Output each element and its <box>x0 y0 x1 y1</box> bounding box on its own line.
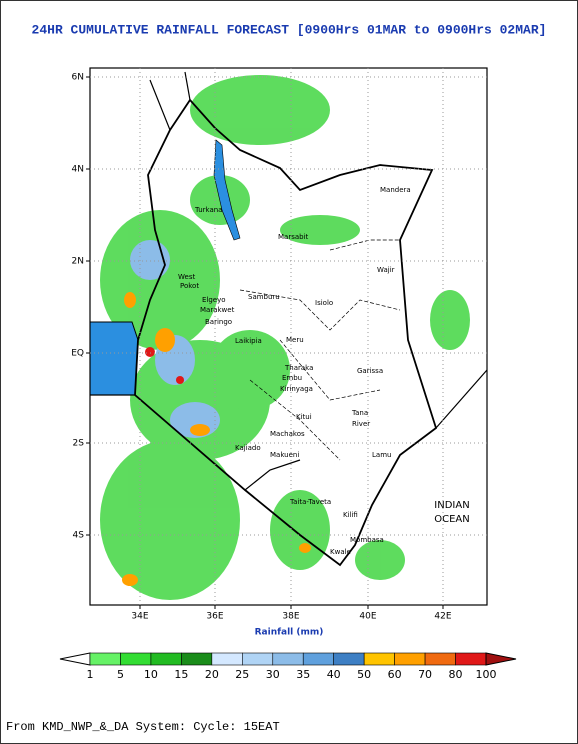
place-label: Isiolo <box>315 299 333 307</box>
place-label: Meru <box>286 336 304 344</box>
place-label: Turkana <box>194 206 222 214</box>
place-label: Kirinyaga <box>280 385 313 393</box>
rain-area <box>124 292 136 308</box>
footer: From KMD_NWP_&_DA System: Cycle: 15EAT <box>6 720 280 734</box>
place-label: Kwale <box>330 548 351 556</box>
rain-area <box>122 574 138 586</box>
colorbar-label: 5 <box>117 668 124 681</box>
colorbar-box <box>150 652 182 666</box>
colorbar: 1 5 10 15 20 25 30 35 40 50 60 70 80 100 <box>59 652 517 681</box>
colorbar-box <box>363 652 395 666</box>
rain-area <box>270 490 330 570</box>
colorbar-label: 30 <box>266 668 280 681</box>
place-label: Elgeyo <box>202 296 226 304</box>
rain-area <box>155 328 175 352</box>
colorbar-label: 15 <box>174 668 188 681</box>
rain-orange <box>122 292 311 586</box>
colorbar-label: 1 <box>87 668 94 681</box>
colorbar-label: 50 <box>357 668 371 681</box>
place-label: Lamu <box>372 451 391 459</box>
rain-area <box>210 330 290 410</box>
colorbar-box <box>333 652 365 666</box>
place-label: Garissa <box>357 367 383 375</box>
place-label: Machakos <box>270 430 305 438</box>
colorbar-label: 25 <box>235 668 249 681</box>
colorbar-box <box>181 652 213 666</box>
colorbar-box <box>242 652 274 666</box>
place-label: Makueni <box>270 451 299 459</box>
lat-label: 4S <box>73 531 85 541</box>
place-label: Marakwet <box>200 306 235 314</box>
county-borders <box>239 239 401 461</box>
colorbar-label: 35 <box>296 668 310 681</box>
title: 24HR CUMULATIVE RAINFALL FORECAST [0900H… <box>32 22 547 37</box>
place-label: West <box>178 273 195 281</box>
lat-label: 6N <box>72 73 84 83</box>
map-frame <box>89 67 488 606</box>
rain-red <box>145 347 184 384</box>
colorbar-box <box>424 652 456 666</box>
place-label: Taita-Taveta <box>289 498 331 506</box>
rain-area <box>280 215 360 245</box>
place-label: Pokot <box>180 282 199 290</box>
colorbar-label: 10 <box>144 668 158 681</box>
lat-label: 2N <box>72 257 84 267</box>
colorbar-box <box>120 652 152 666</box>
rain-area <box>145 347 155 357</box>
rain-area <box>100 440 240 600</box>
place-label: River <box>352 420 370 428</box>
rain-area <box>430 290 470 350</box>
rain-area <box>190 424 210 436</box>
place-label: Marsabit <box>278 233 309 241</box>
rain-area <box>190 75 330 145</box>
lat-label: EQ <box>71 349 84 359</box>
country-borders <box>90 71 488 491</box>
rain-green <box>100 75 470 600</box>
colorbar-box <box>211 652 243 666</box>
colorbar-box <box>455 652 487 666</box>
colorbar-box <box>394 652 426 666</box>
lake-turkana <box>213 139 241 241</box>
lon-label: 36E <box>206 612 223 622</box>
lon-label: 40E <box>359 612 376 622</box>
lat-label: 4N <box>72 165 84 175</box>
place-label: Tana <box>351 409 368 417</box>
place-label: OCEAN <box>434 514 470 525</box>
place-label: INDIAN <box>434 500 469 511</box>
lon-label: 34E <box>131 612 148 622</box>
rain-area <box>176 376 184 384</box>
rain-area <box>355 540 405 580</box>
place-label: Baringo <box>205 318 232 326</box>
colorbar-label: 60 <box>388 668 402 681</box>
colorbar-label: 40 <box>327 668 341 681</box>
colorbar-label: 100 <box>476 668 497 681</box>
lon-label: 42E <box>434 612 451 622</box>
lon-label: 38E <box>282 612 299 622</box>
place-label: Kilifi <box>343 511 358 519</box>
place-label: Mandera <box>380 186 411 194</box>
place-label: Samburu <box>248 293 280 301</box>
place-label: Laikipia <box>235 337 262 345</box>
colorbar-box <box>89 652 121 666</box>
rain-area <box>100 210 220 350</box>
rain-area <box>299 543 311 553</box>
colorbar-box <box>302 652 334 666</box>
map: 6N 4N 2N EQ 2S 4S 34E 36E 38E 40E 42E Mandera Turkan… <box>71 67 488 622</box>
colorbar-end <box>485 652 517 666</box>
place-label: Kitui <box>296 413 312 421</box>
colorbar-label: 20 <box>205 668 219 681</box>
x-label: Rainfall (mm) <box>255 628 324 638</box>
place-label: Kajiado <box>235 444 261 452</box>
place-label: Embu <box>282 374 302 382</box>
colorbar-label: 70 <box>418 668 432 681</box>
lake-victoria <box>89 321 139 396</box>
lat-label: 2S <box>73 439 85 449</box>
place-label: Wajir <box>377 266 395 274</box>
place-label: Tharaka <box>284 364 313 372</box>
place-label: Mombasa <box>350 536 384 544</box>
colorbar-box <box>272 652 304 666</box>
colorbar-label: 80 <box>449 668 463 681</box>
